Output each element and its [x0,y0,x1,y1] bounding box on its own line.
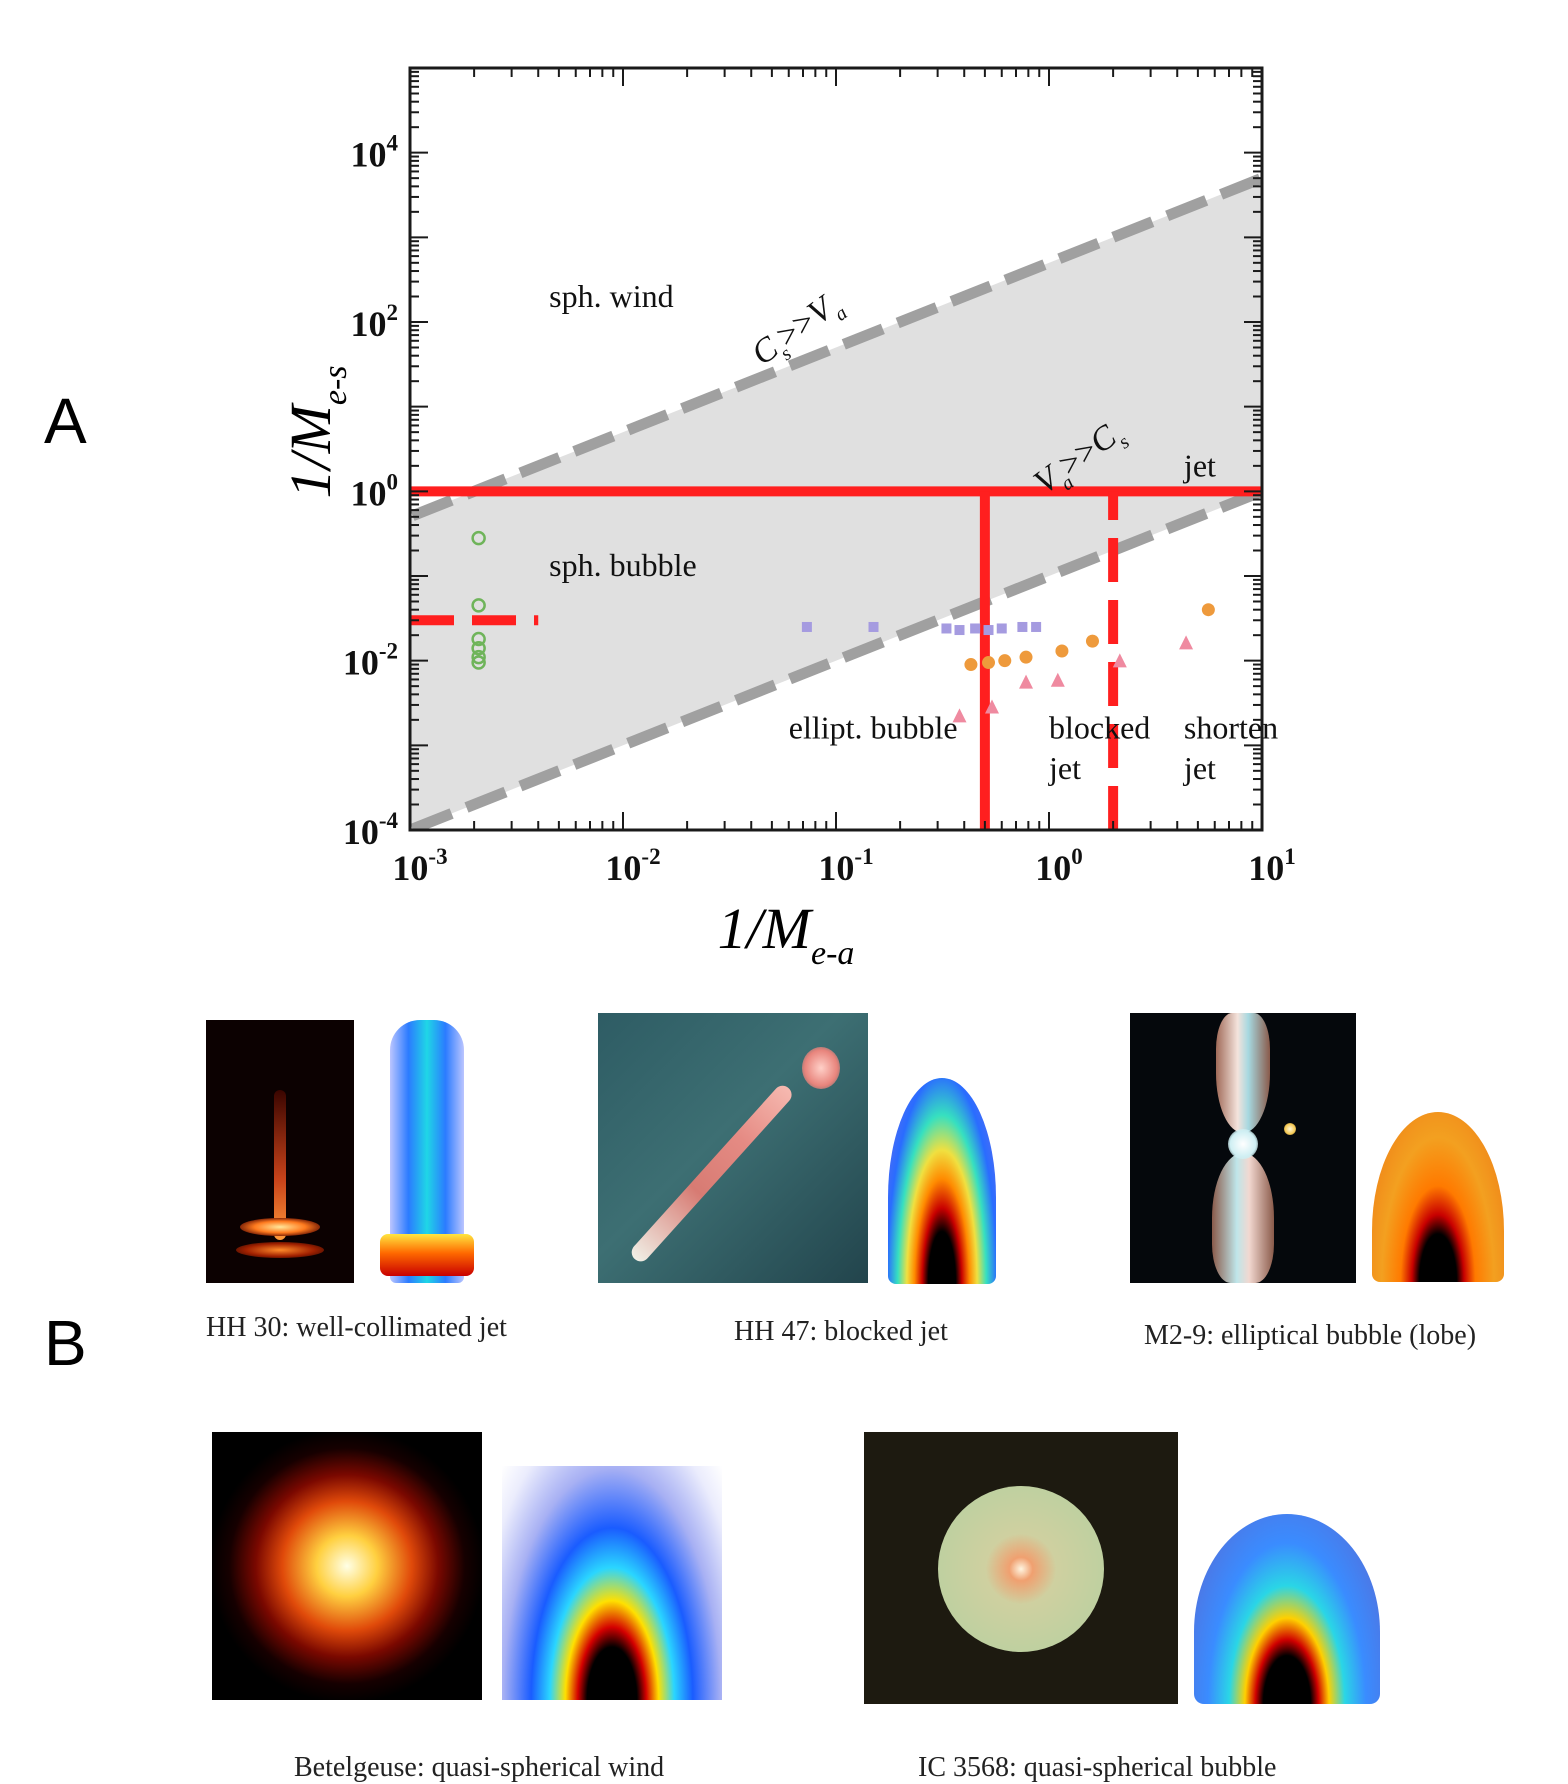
betelgeuse-observation-image [212,1432,482,1700]
hh47-observation-image [598,1013,868,1283]
y-tick-label: 10-4 [343,808,399,852]
region-label-4: blocked [1049,710,1150,746]
transition-band [410,178,1262,830]
caption-m29: M2-9: elliptical bubble (lobe) [1144,1320,1477,1351]
region-label-7: jet [1183,750,1216,786]
data-point-square [1017,621,1028,632]
y-axis-title-sub: e-s [317,365,354,405]
data-point-triangle [984,699,999,714]
betelgeuse-sim-halo [502,1466,722,1700]
m29-core [1228,1129,1258,1159]
data-point-circle [1055,644,1069,658]
m29-lobe-top [1216,1013,1270,1133]
data-point-open-circle [471,530,486,546]
region-label-2: sph. bubble [549,547,697,583]
data-point-circle [1019,650,1033,664]
m29-sim-shell [1372,1112,1504,1282]
region-label-6: shorten [1184,710,1278,746]
y-tick-label: 100 [351,469,399,513]
data-point-triangle [1050,672,1065,687]
caption-hh47: HH 47: blocked jet [734,1316,948,1347]
x-axis-title: 1/Me-a [718,896,855,972]
data-point-circle [1085,634,1099,648]
hh30-disk [240,1218,320,1236]
x-tick-label: 100 [1035,844,1083,888]
hh47-simulation-image [884,1076,1000,1284]
hh30-sim-base [380,1234,474,1276]
panel-label-a: A [44,385,87,457]
hh47-bow [802,1047,840,1089]
ic3568-simulation-image [1192,1510,1382,1704]
data-point-triangle [952,708,967,723]
m29-simulation-image [1370,1110,1506,1282]
caption-hh30: HH 30: well-collimated jet [206,1312,507,1343]
y-tick-label: 10-2 [343,639,398,683]
m29-lobe-bottom [1212,1153,1274,1283]
x-axis-title-sub: e-a [811,935,854,972]
x-tick-label: 10-2 [605,844,660,888]
y-axis-title-main: 1/M [278,402,343,498]
region-label-1: jet [1183,447,1216,483]
data-point-open-circle [471,641,486,656]
data-point-square [996,623,1007,634]
data-point-square [941,623,952,634]
data-point-square [801,621,812,632]
hh47-jet [628,1082,796,1266]
x-axis-title-main: 1/M [718,896,814,961]
region-label-3: ellipt. bubble [789,710,958,746]
hh30-observation-image [206,1020,354,1283]
data-point-triangle [1179,635,1194,650]
data-point-square [983,625,994,636]
betelgeuse-simulation-image [502,1466,722,1700]
data-point-circle [964,658,978,672]
hh30-disk-lower [236,1242,324,1258]
data-point-circle [998,654,1012,668]
data-point-open-circle [471,631,486,647]
data-point-circle [982,656,996,670]
data-point-square [1031,621,1042,632]
hh30-jet [274,1090,286,1240]
data-point-circle [1201,603,1215,617]
x-tick-label: 10-3 [392,844,447,888]
y-tick-label: 102 [351,300,399,344]
x-tick-label: 101 [1248,844,1296,888]
hh47-sim-shell [888,1078,996,1284]
caption-betelgeuse: Betelgeuse: quasi-spherical wind [294,1752,665,1783]
ic3568-sim-shell [1194,1514,1380,1704]
data-point-triangle [1019,674,1034,689]
m29-observation-image [1130,1013,1356,1283]
region-label-5: jet [1048,750,1081,786]
caption-ic3568: IC 3568: quasi-spherical bubble [918,1752,1277,1783]
data-point-triangle [1112,653,1127,668]
data-point-open-circle [471,655,486,670]
region-label-0: sph. wind [549,278,673,314]
data-point-square [868,621,879,632]
data-point-square [954,625,965,636]
ic3568-nebula [938,1486,1104,1652]
x-tick-label: 10-1 [818,844,873,888]
data-point-open-circle [471,649,486,665]
panel-label-b: B [44,1307,87,1379]
hh30-simulation-image [368,1020,486,1283]
y-tick-label: 104 [351,131,399,175]
regime-chart: 10-3 10-2 10-1 100 101 10-4 10-2 100 102 104 sph… [278,66,1296,972]
ic3568-observation-image [864,1432,1178,1704]
data-point-square [970,623,981,634]
m29-star [1284,1123,1296,1135]
data-point-open-circle [471,598,486,613]
y-axis-title: 1/Me-s [278,365,354,498]
